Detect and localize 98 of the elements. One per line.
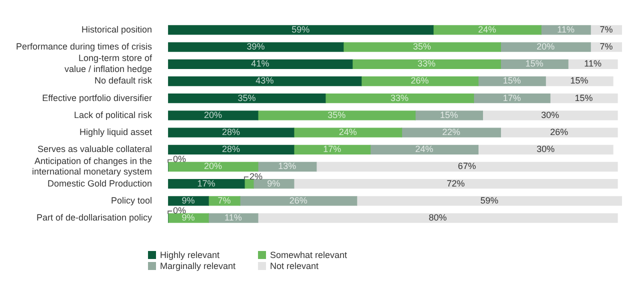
data-label: 24%	[415, 144, 434, 154]
data-label: 39%	[246, 42, 265, 52]
data-label: 67%	[458, 161, 476, 172]
bar	[258, 213, 618, 223]
data-label: 33%	[417, 58, 436, 69]
data-label: 15%	[570, 76, 588, 86]
data-label: 43%	[256, 76, 274, 86]
y-tick-label: Highly liquid asset	[80, 127, 153, 138]
data-label: 9%	[182, 195, 195, 206]
bar	[294, 179, 618, 189]
data-label: 17%	[323, 144, 342, 154]
data-label: 20%	[536, 42, 555, 52]
data-label: 24%	[338, 127, 357, 138]
bar	[401, 128, 501, 138]
y-tick-label: Anticipation of changes in the international monetary system	[32, 156, 152, 177]
legend-label: Somewhat relevant	[270, 250, 348, 260]
data-label: 28%	[222, 127, 240, 138]
bar	[294, 144, 371, 154]
bar	[168, 94, 326, 104]
data-label: 35%	[238, 92, 256, 103]
bar	[482, 110, 618, 120]
data-label: 17%	[502, 92, 521, 103]
data-label: 26%	[289, 195, 308, 206]
data-label: 24%	[478, 24, 496, 34]
data-label: 26%	[550, 127, 568, 138]
y-tick-label: Serves as valuable collateral	[37, 144, 152, 154]
data-label: 11%	[557, 24, 574, 34]
bar	[316, 162, 618, 172]
data-label: 35%	[412, 42, 431, 52]
data-label: 22%	[442, 127, 460, 138]
data-label: 7%	[600, 42, 613, 52]
data-label: 59%	[292, 24, 310, 34]
bar	[168, 128, 294, 138]
bar	[432, 25, 542, 35]
bar	[168, 76, 362, 86]
y-tick-label: Historical position	[82, 24, 152, 34]
data-label: 26%	[410, 76, 429, 86]
data-label: 15%	[502, 76, 521, 86]
data-label: 30%	[541, 110, 560, 120]
data-label: 35%	[328, 110, 346, 120]
data-label: 9%	[267, 178, 280, 188]
bar	[168, 144, 294, 154]
bar	[240, 196, 358, 206]
data-label: 28%	[222, 144, 240, 154]
data-label: 2%	[249, 171, 262, 182]
bar	[168, 25, 434, 35]
data-label: 17%	[197, 178, 216, 188]
data-label: 15%	[440, 110, 458, 120]
bar	[168, 213, 209, 223]
bar	[294, 128, 402, 138]
bar	[168, 110, 258, 120]
data-label: 41%	[251, 58, 270, 69]
bar	[168, 162, 258, 172]
legend-label: Highly relevant	[160, 250, 220, 260]
y-tick-label: Policy tool	[111, 195, 152, 206]
data-label: 7%	[218, 195, 231, 206]
bar	[540, 25, 591, 35]
bar	[500, 128, 618, 138]
data-label: 20%	[204, 161, 222, 172]
bar	[168, 59, 353, 69]
bar	[258, 110, 416, 120]
data-label: 20%	[204, 110, 222, 120]
data-label: 13%	[278, 161, 296, 172]
bar	[360, 76, 479, 86]
bar	[473, 94, 550, 104]
bar	[168, 196, 209, 206]
legend-label: Marginally relevant	[160, 261, 236, 271]
y-tick-label: Part of de-dollarisation policy	[36, 212, 153, 223]
bar	[478, 144, 614, 154]
data-label: 72%	[446, 178, 465, 188]
bar	[168, 179, 245, 189]
data-label: 33%	[390, 92, 409, 103]
legend-label: Not relevant	[270, 261, 319, 271]
bar	[500, 42, 591, 52]
data-label: 30%	[536, 144, 555, 154]
bar	[208, 213, 258, 223]
data-label: 9%	[182, 212, 195, 223]
y-tick-label: Lack of political risk	[74, 110, 153, 120]
y-tick-label: Performance during times of crisis	[16, 42, 153, 52]
data-label: 80%	[428, 212, 447, 223]
y-tick-label: No default risk	[94, 76, 153, 86]
bar	[352, 59, 501, 69]
bar	[370, 144, 479, 154]
data-label: 0%	[173, 154, 186, 164]
y-tick-label: Long-term store of value / inflation hedge	[64, 53, 153, 74]
bar	[325, 94, 474, 104]
data-label: 7%	[600, 24, 613, 34]
data-label: 11%	[224, 212, 242, 223]
y-tick-label: Effective portfolio diversifier	[42, 92, 152, 103]
bar	[356, 196, 622, 206]
bar	[414, 110, 483, 120]
bar	[343, 42, 501, 52]
data-label: 59%	[480, 195, 498, 206]
data-label: 15%	[525, 58, 544, 69]
y-tick-label: Domestic Gold Production	[48, 178, 152, 188]
bar	[168, 42, 344, 52]
data-label: 15%	[574, 92, 593, 103]
data-label: 11%	[584, 58, 602, 69]
